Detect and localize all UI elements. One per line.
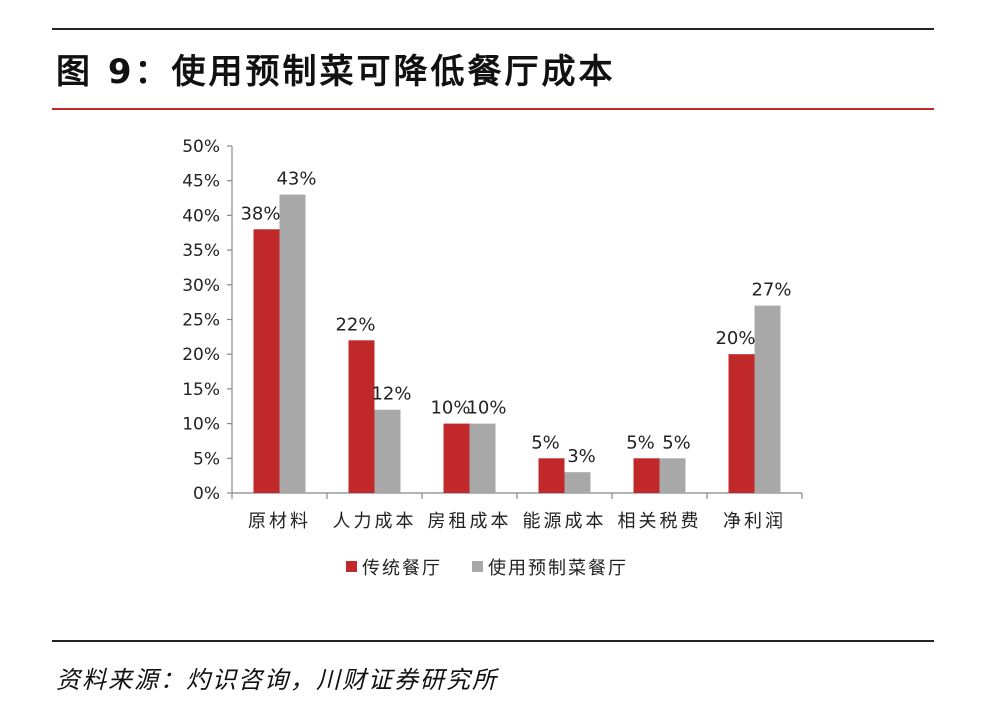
- data-label: 5%: [626, 432, 655, 453]
- y-tick-label: 0%: [193, 484, 220, 504]
- data-label: 10%: [430, 398, 470, 419]
- data-label: 5%: [662, 432, 691, 453]
- x-category-label: 房租成本: [428, 511, 512, 532]
- legend-label: 传统餐厅: [362, 558, 442, 579]
- y-tick-label: 30%: [182, 276, 220, 296]
- y-tick-label: 15%: [182, 380, 220, 400]
- bar-prefab-4: [659, 458, 686, 493]
- bar-prefab-3: [564, 472, 591, 493]
- bar-prefab-1: [374, 409, 401, 493]
- data-label: 43%: [276, 169, 316, 190]
- data-label: 10%: [466, 398, 506, 419]
- legend-swatch-prefab: [472, 561, 483, 572]
- x-category-label: 原材料: [248, 511, 311, 532]
- y-tick-label: 35%: [182, 241, 220, 261]
- data-label: 27%: [751, 280, 791, 301]
- x-category-label: 相关税费: [618, 511, 702, 532]
- bottom-rule: [52, 640, 934, 642]
- y-tick-label: 40%: [182, 206, 220, 226]
- y-tick-label: 10%: [182, 415, 220, 435]
- x-category-label: 人力成本: [333, 511, 417, 532]
- y-tick-label: 50%: [182, 137, 220, 157]
- y-tick-label: 25%: [182, 311, 220, 331]
- data-label: 38%: [240, 203, 280, 224]
- source-note: 资料来源：灼识咨询，川财证券研究所: [56, 666, 498, 694]
- legend-swatch-traditional: [346, 561, 357, 572]
- figure-title: 图 9：使用预制菜可降低餐厅成本: [56, 52, 616, 92]
- y-tick-label: 5%: [193, 449, 220, 469]
- data-label: 3%: [567, 446, 596, 467]
- y-tick-label: 20%: [182, 345, 220, 365]
- bar-prefab-5: [754, 305, 781, 493]
- data-label: 12%: [371, 384, 411, 405]
- bar-traditional-1: [348, 340, 375, 493]
- chart-area: 0% 5% 10% 15% 20% 25% 30% 35% 40% 45% 50% 38% 43% 原材料…: [182, 137, 803, 579]
- x-category-label: 净利润: [723, 511, 786, 532]
- legend-label: 使用预制菜餐厅: [488, 558, 628, 579]
- data-label: 22%: [335, 314, 375, 335]
- data-label: 5%: [531, 432, 560, 453]
- bar-traditional-4: [633, 458, 660, 493]
- bar-chart: 0% 5% 10% 15% 20% 25% 30% 35% 40% 45% 50% 38% 43% 原材料…: [182, 137, 803, 579]
- bar-traditional-0: [253, 229, 280, 493]
- bar-traditional-5: [728, 354, 755, 493]
- y-tick-label: 45%: [182, 172, 220, 192]
- data-label: 20%: [715, 328, 755, 349]
- bar-prefab-2: [469, 423, 496, 493]
- x-category-label: 能源成本: [523, 511, 607, 532]
- bar-prefab-0: [279, 194, 306, 493]
- bar-traditional-2: [443, 423, 470, 493]
- top-rule: [52, 28, 934, 30]
- bar-traditional-3: [538, 458, 565, 493]
- title-underline: [52, 108, 934, 110]
